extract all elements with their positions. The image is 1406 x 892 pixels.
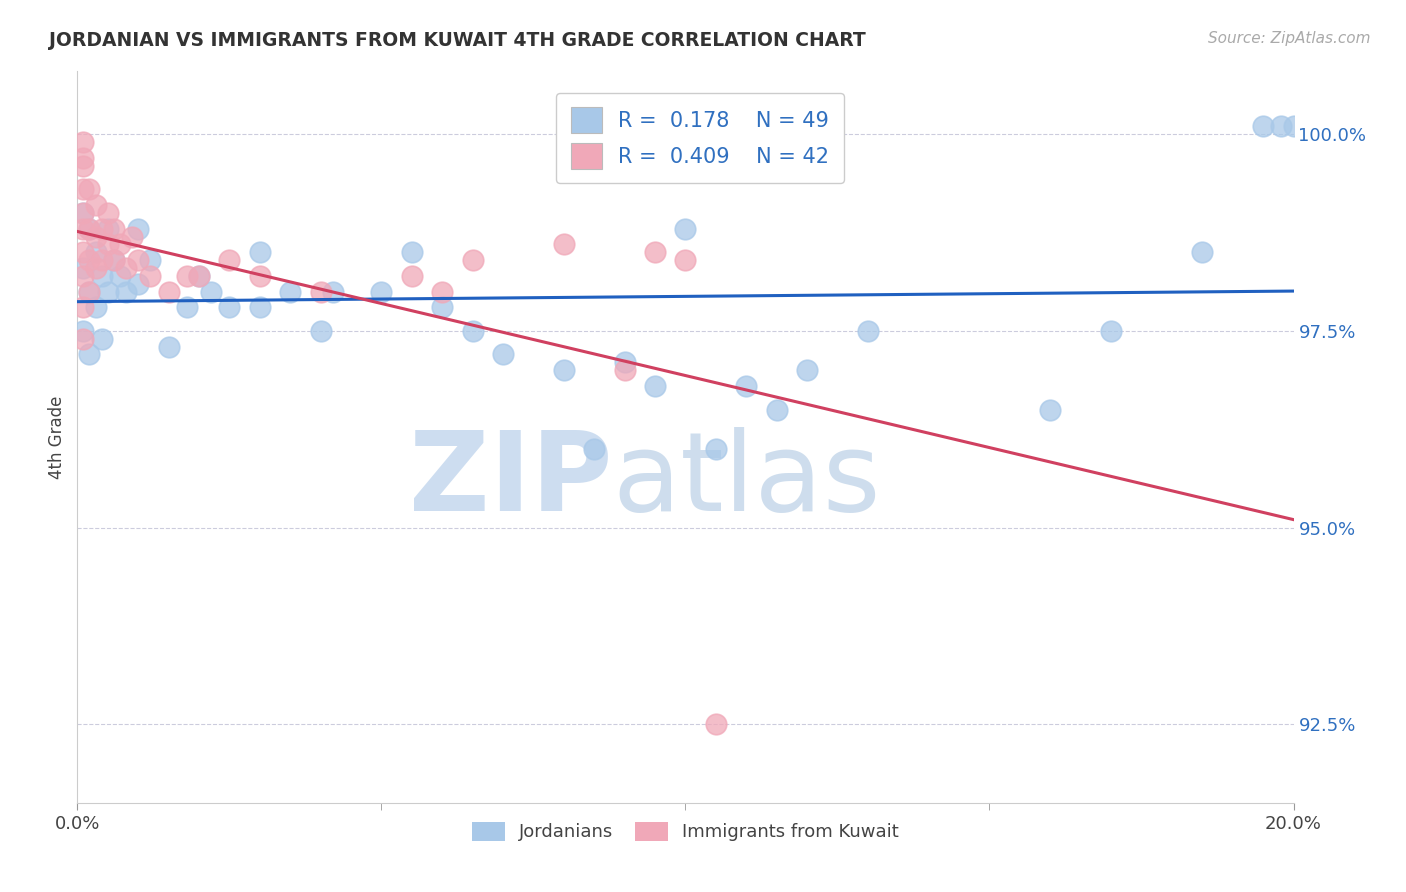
Point [72, 182, 94, 196]
Point [84, 198, 107, 212]
Point [322, 285, 344, 299]
Point [79, 285, 101, 299]
Point [90, 268, 112, 283]
Point [188, 268, 211, 283]
Point [97, 221, 120, 235]
Point [188, 268, 211, 283]
Point [72, 268, 94, 283]
Point [613, 363, 636, 377]
Point [72, 301, 94, 315]
Y-axis label: 4th Grade: 4th Grade [48, 395, 66, 479]
Point [218, 253, 240, 268]
Point [278, 285, 301, 299]
Point [856, 324, 879, 338]
Point [84, 301, 107, 315]
Point [90, 253, 112, 268]
Point [583, 442, 606, 456]
Point [72, 135, 94, 149]
Point [90, 221, 112, 235]
Point [675, 253, 697, 268]
Point [84, 245, 107, 260]
Point [370, 285, 392, 299]
Point [309, 324, 332, 338]
Point [72, 206, 94, 220]
Point [675, 221, 697, 235]
Point [90, 332, 112, 346]
Point [72, 206, 94, 220]
Point [218, 301, 240, 315]
Point [103, 253, 125, 268]
Point [704, 717, 727, 731]
Point [79, 253, 101, 268]
Point [644, 245, 666, 260]
Point [765, 402, 787, 417]
Point [492, 347, 515, 361]
Point [79, 221, 101, 235]
Point [84, 260, 107, 275]
Point [1191, 245, 1213, 260]
Point [72, 151, 94, 165]
Point [200, 285, 222, 299]
Point [72, 260, 94, 275]
Point [704, 442, 727, 456]
Text: Source: ZipAtlas.com: Source: ZipAtlas.com [1208, 31, 1371, 46]
Point [121, 229, 143, 244]
Point [72, 245, 94, 260]
Point [103, 221, 125, 235]
Point [735, 379, 758, 393]
Point [72, 324, 94, 338]
Point [644, 379, 666, 393]
Point [79, 182, 101, 196]
Point [115, 285, 138, 299]
Point [127, 221, 149, 235]
Point [553, 363, 575, 377]
Point [84, 229, 107, 244]
Point [309, 285, 332, 299]
Point [249, 301, 271, 315]
Point [127, 253, 149, 268]
Legend: Jordanians, Immigrants from Kuwait: Jordanians, Immigrants from Kuwait [465, 814, 905, 848]
Point [108, 268, 131, 283]
Point [103, 253, 125, 268]
Point [97, 237, 120, 252]
Point [1282, 120, 1305, 134]
Point [139, 268, 162, 283]
Point [79, 347, 101, 361]
Point [401, 268, 423, 283]
Text: ZIP: ZIP [409, 427, 613, 534]
Point [1099, 324, 1122, 338]
Point [97, 285, 120, 299]
Point [127, 277, 149, 291]
Point [430, 301, 453, 315]
Point [72, 159, 94, 173]
Point [249, 245, 271, 260]
Point [157, 285, 180, 299]
Point [108, 237, 131, 252]
Point [461, 324, 484, 338]
Point [72, 221, 94, 235]
Point [115, 260, 138, 275]
Point [157, 340, 180, 354]
Point [553, 237, 575, 252]
Point [72, 332, 94, 346]
Text: JORDANIAN VS IMMIGRANTS FROM KUWAIT 4TH GRADE CORRELATION CHART: JORDANIAN VS IMMIGRANTS FROM KUWAIT 4TH … [49, 31, 866, 50]
Point [461, 253, 484, 268]
Point [249, 268, 271, 283]
Point [97, 206, 120, 220]
Text: atlas: atlas [613, 427, 882, 534]
Point [139, 253, 162, 268]
Point [1270, 120, 1292, 134]
Point [613, 355, 636, 369]
Point [176, 268, 198, 283]
Point [176, 301, 198, 315]
Point [1251, 120, 1274, 134]
Point [79, 285, 101, 299]
Point [430, 285, 453, 299]
Point [796, 363, 818, 377]
Point [79, 221, 101, 235]
Point [401, 245, 423, 260]
Point [1039, 402, 1062, 417]
